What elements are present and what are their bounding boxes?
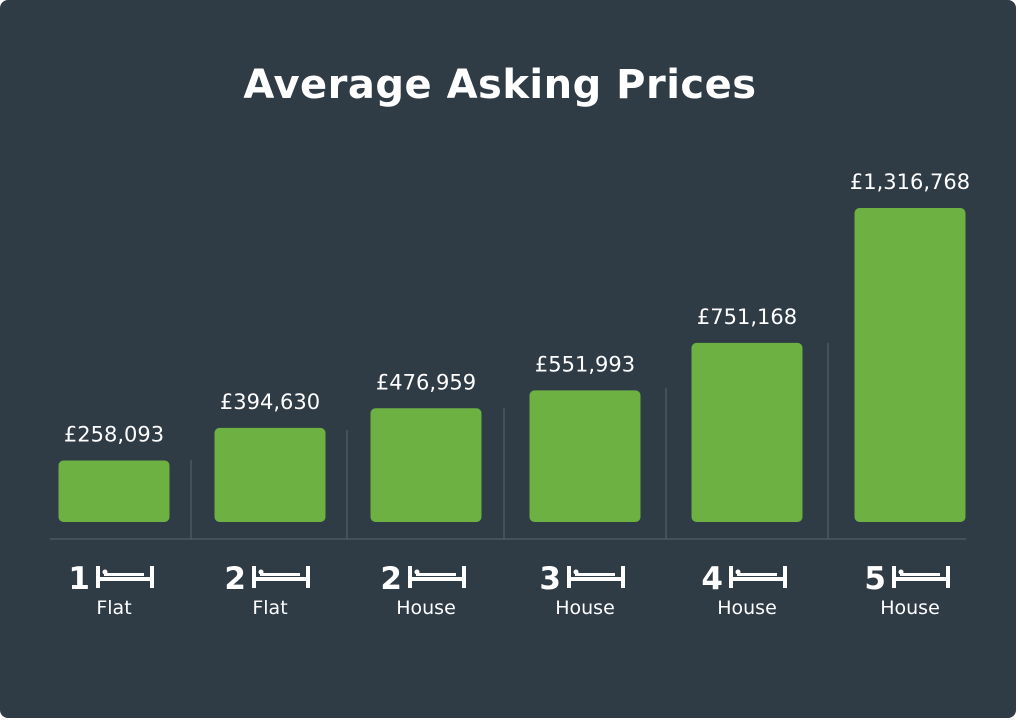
- bedroom-count: 3: [539, 561, 561, 597]
- bed-icon: [729, 566, 787, 588]
- bar: [854, 208, 966, 522]
- category-label: Flat: [252, 597, 287, 619]
- data-label: £476,959: [376, 370, 476, 394]
- bed-icon: [892, 566, 950, 588]
- bar: [370, 408, 482, 522]
- data-label: £751,168: [697, 305, 797, 329]
- category-label: House: [396, 597, 456, 619]
- bedroom-count: 2: [224, 561, 246, 597]
- bedroom-count: 1: [68, 561, 90, 597]
- category-label: Flat: [96, 597, 131, 619]
- bedroom-count: 2: [380, 561, 402, 597]
- bar: [214, 427, 326, 522]
- bed-icon: [252, 566, 310, 588]
- chart-title: Average Asking Prices: [243, 62, 757, 108]
- category-label: House: [880, 597, 940, 619]
- bar: [529, 390, 641, 522]
- bed-icon: [408, 566, 466, 588]
- data-label: £1,316,768: [850, 170, 970, 194]
- bed-icon: [96, 566, 154, 588]
- category-label: House: [717, 597, 777, 619]
- bar: [691, 342, 803, 522]
- category-label: House: [555, 597, 615, 619]
- bedroom-count: 4: [701, 561, 723, 597]
- bedroom-count: 5: [864, 561, 886, 597]
- bar: [58, 460, 170, 522]
- data-label: £394,630: [220, 390, 320, 414]
- data-label: £258,093: [64, 422, 164, 446]
- data-label: £551,993: [535, 352, 635, 376]
- bed-icon: [567, 566, 625, 588]
